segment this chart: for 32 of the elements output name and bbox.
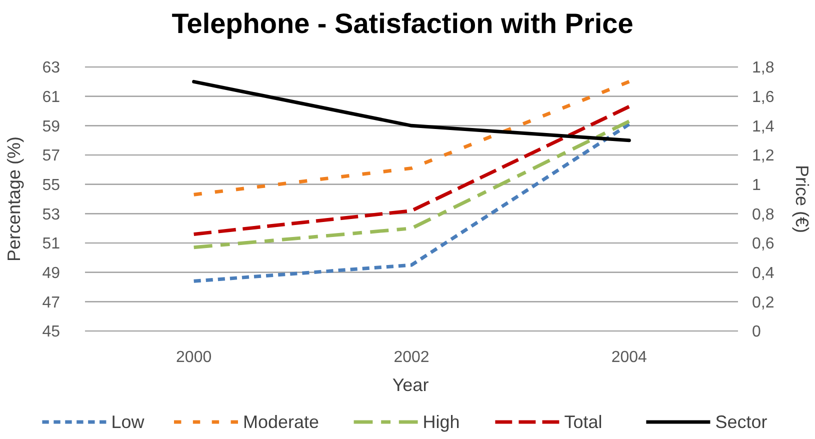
- y2-axis-title: Price (€): [792, 164, 812, 234]
- y-tick-label: 49: [42, 264, 60, 282]
- x-tick-label: 2002: [394, 349, 430, 366]
- x-tick-label: 2004: [611, 349, 648, 366]
- legend-label: Low: [111, 412, 146, 432]
- y-tick-label: 51: [42, 236, 60, 253]
- y-tick-label: 45: [42, 324, 60, 341]
- y-tick-label: 57: [42, 148, 60, 165]
- chart-title: Telephone - Satisfaction with Price: [172, 8, 634, 39]
- y-tick-label: 63: [42, 60, 60, 77]
- y-tick-label: 59: [42, 118, 60, 136]
- y2-tick-label: 0: [752, 324, 761, 341]
- y-axis-title: Percentage (%): [4, 136, 24, 262]
- legend-label: High: [422, 412, 460, 432]
- x-axis-title: Year: [392, 375, 429, 395]
- x-tick-label: 2000: [176, 349, 212, 366]
- y-tick-label: 53: [42, 206, 60, 224]
- legend-label: Total: [564, 412, 602, 432]
- legend-label: Sector: [715, 412, 768, 432]
- y2-tick-label: 0,4: [752, 264, 774, 282]
- y-tick-label: 47: [42, 294, 60, 312]
- y-tick-label: 61: [42, 88, 60, 106]
- y2-tick-label: 0,6: [752, 236, 774, 253]
- y2-tick-label: 1,4: [752, 118, 774, 136]
- legend-label: Moderate: [243, 412, 320, 432]
- y2-tick-label: 0,2: [752, 294, 774, 312]
- y2-tick-label: 1,6: [752, 88, 774, 106]
- y-tick-label: 55: [42, 176, 60, 194]
- y2-tick-label: 1,8: [752, 60, 774, 77]
- y2-tick-label: 0,8: [752, 206, 774, 224]
- y2-tick-label: 1,2: [752, 148, 774, 165]
- y2-tick-label: 1: [752, 176, 761, 194]
